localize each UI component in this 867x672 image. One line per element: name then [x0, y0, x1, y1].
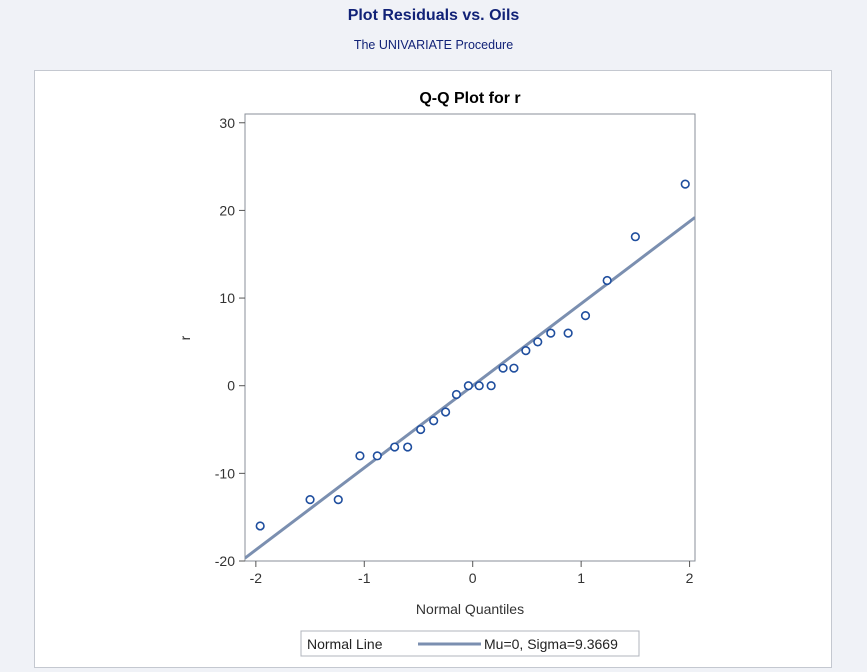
plot-area-border — [244, 113, 696, 562]
data-point — [486, 381, 496, 391]
data-point — [355, 451, 365, 461]
data-point — [546, 328, 556, 338]
x-axis-label: Normal Quantiles — [416, 601, 524, 617]
data-point — [416, 424, 426, 435]
y-tick-label: 10 — [219, 290, 235, 306]
data-point — [533, 337, 543, 347]
x-tick-label: 2 — [686, 570, 694, 586]
y-tick-label: 0 — [227, 378, 235, 394]
data-point — [451, 389, 462, 400]
y-tick-label: -20 — [215, 553, 235, 569]
data-point — [305, 495, 315, 505]
page-title: Plot Residuals vs. Oils — [347, 7, 520, 24]
data-point — [521, 346, 531, 356]
data-point — [509, 363, 519, 373]
y-axis-label: r — [177, 335, 193, 340]
y-tick-label: 20 — [219, 202, 235, 218]
y-tick-label: -10 — [215, 465, 235, 481]
data-point — [474, 381, 484, 391]
data-point — [429, 416, 439, 426]
data-point — [498, 363, 508, 373]
data-point — [630, 232, 640, 242]
data-point — [580, 310, 591, 321]
data-point — [403, 442, 413, 452]
x-tick-label: -2 — [250, 570, 263, 586]
data-point — [680, 179, 690, 189]
x-tick-label: 1 — [577, 570, 585, 586]
data-point — [602, 275, 612, 286]
procedure-subtitle: The UNIVARIATE Procedure — [353, 38, 514, 52]
data-point — [372, 451, 382, 461]
legend: Normal Line Mu=0, Sigma=9.3669 — [300, 630, 640, 657]
data-point — [563, 328, 573, 338]
data-point — [463, 381, 473, 391]
data-point — [441, 407, 451, 417]
x-tick-label: -1 — [358, 570, 371, 586]
y-tick-label: 30 — [219, 115, 235, 131]
x-tick-label: 0 — [469, 570, 477, 586]
legend-title: Normal Line — [307, 636, 383, 652]
data-point — [255, 521, 265, 531]
legend-entry-label: Mu=0, Sigma=9.3669 — [484, 636, 618, 652]
chart-title: Q-Q Plot for r — [419, 90, 520, 107]
data-point — [333, 495, 343, 505]
chart-frame: Q-Q Plot for r -2 -1 0 1 2 -20 -10 0 10 20 30 Norm… — [34, 70, 832, 668]
data-point — [390, 442, 400, 452]
